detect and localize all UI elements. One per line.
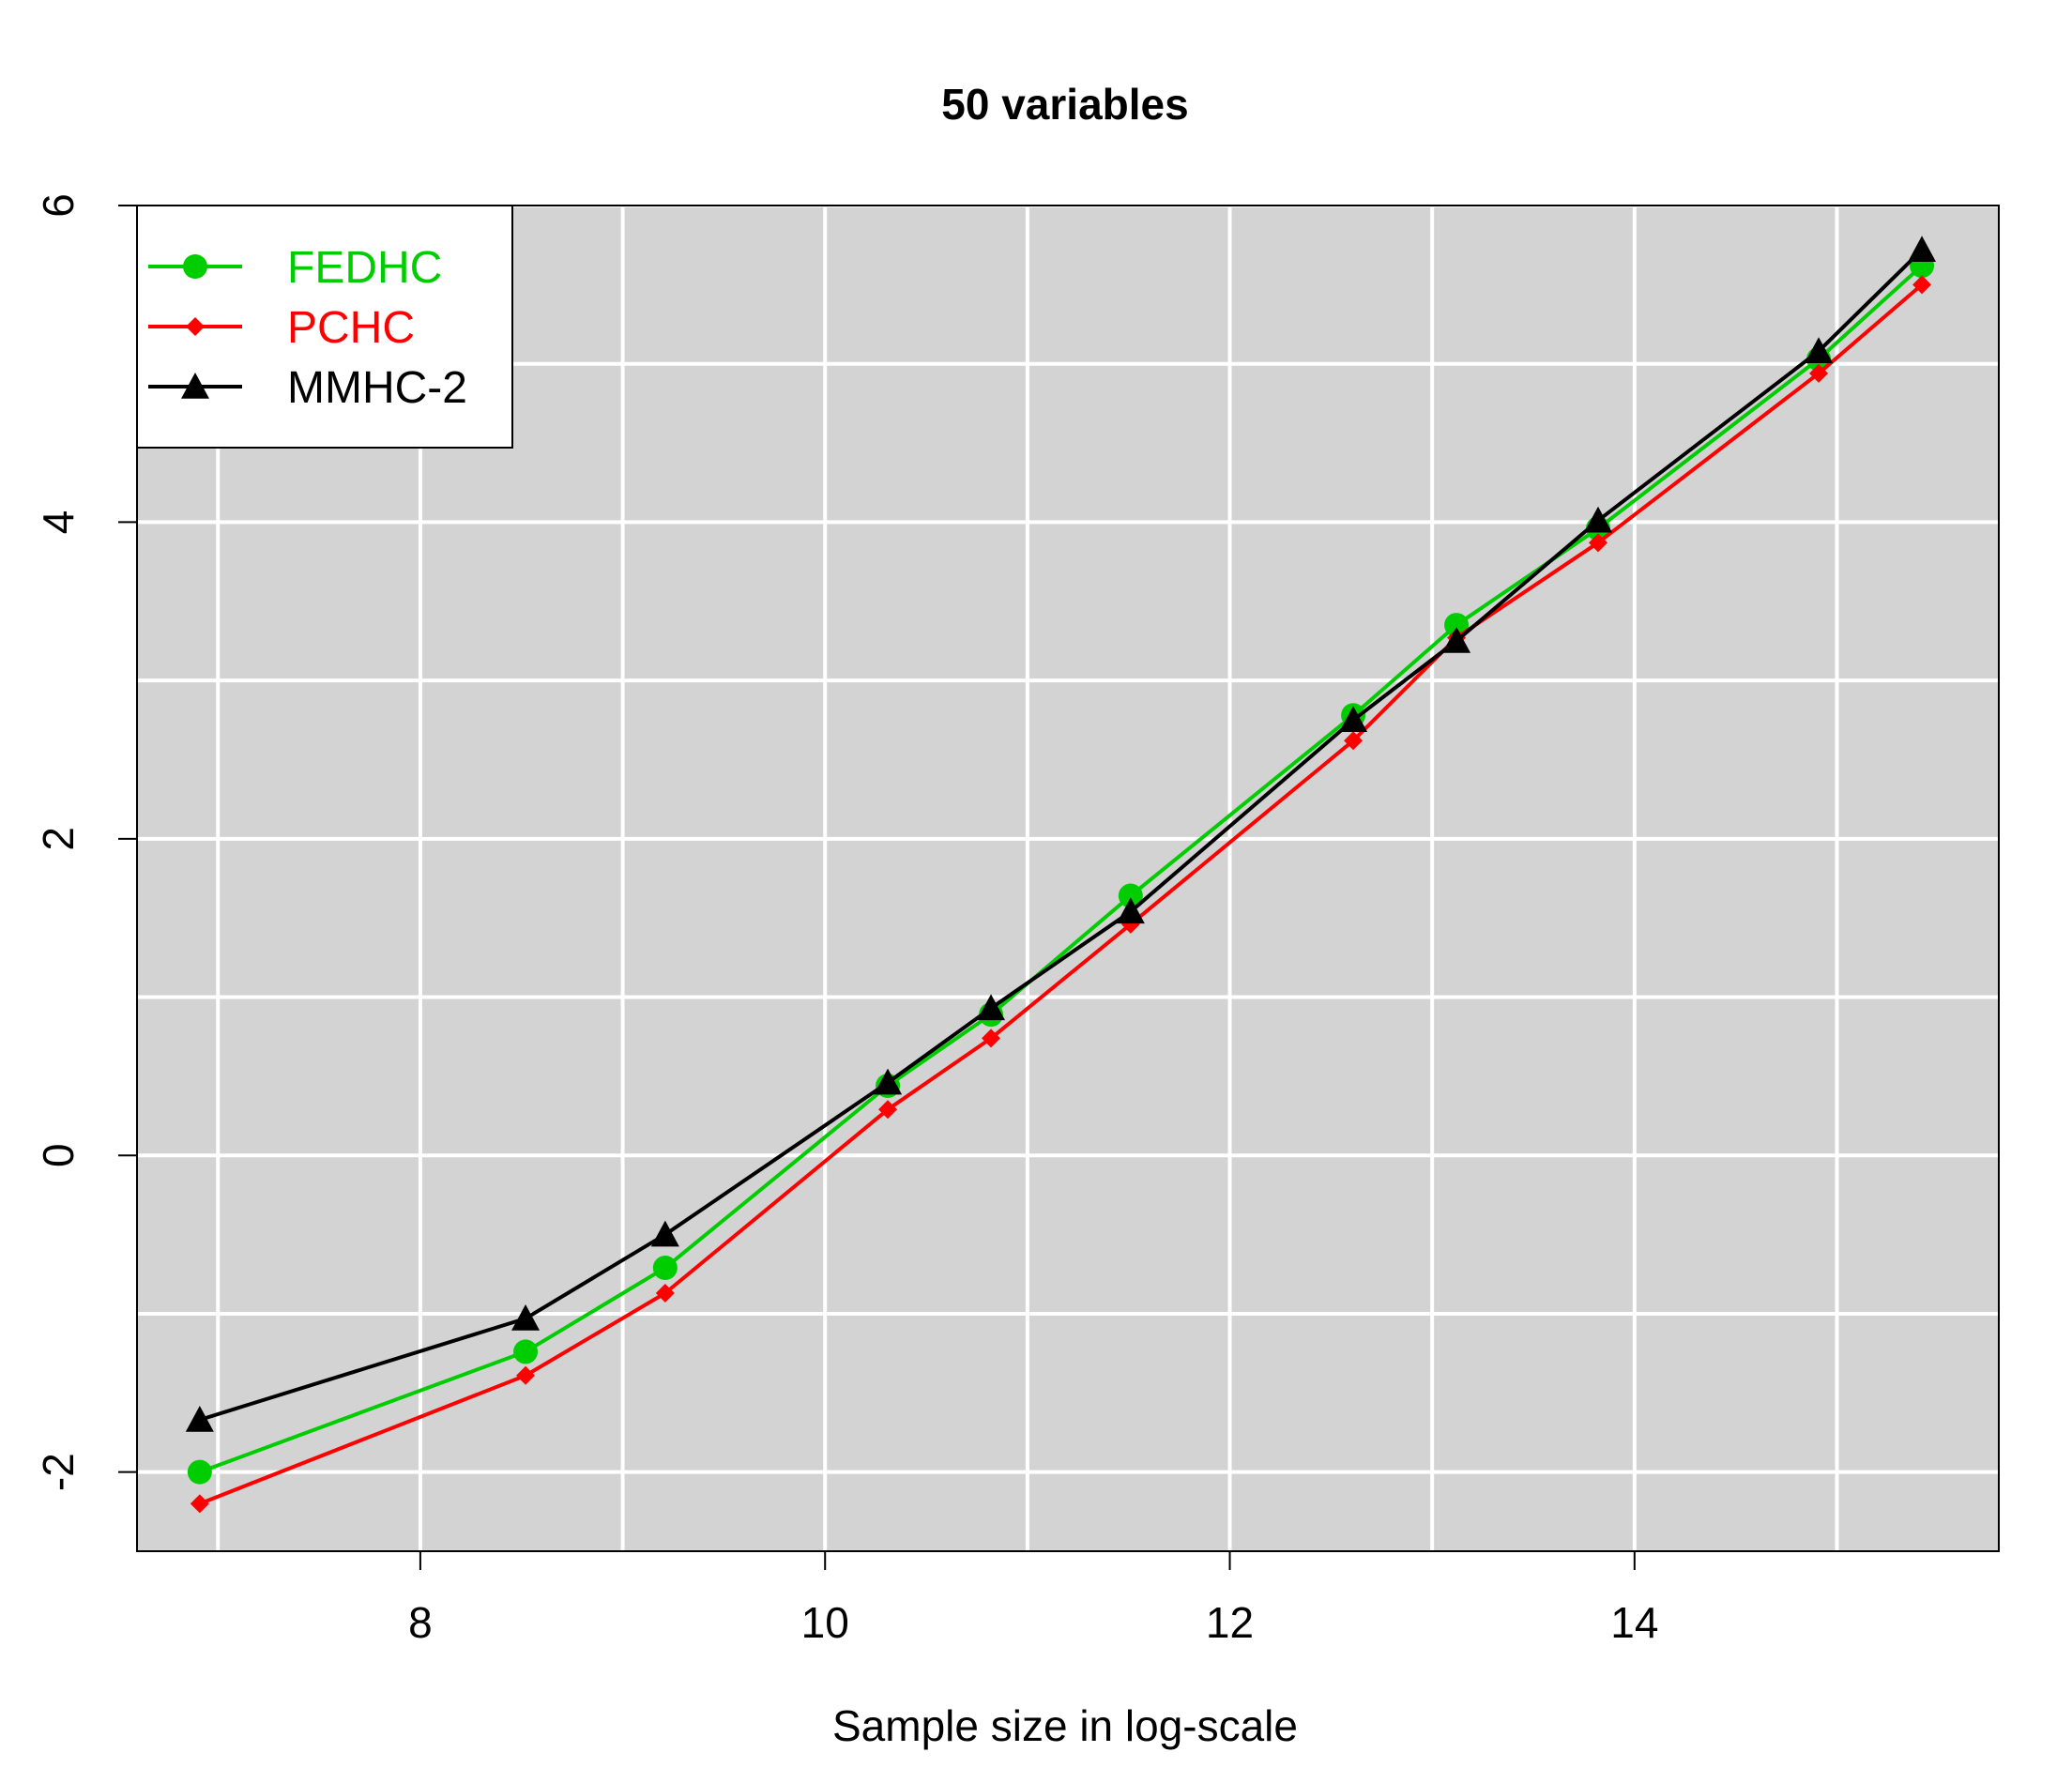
data-point-mmhc-2 [511,1304,541,1331]
data-point-pchc [190,1494,209,1514]
legend-label-mmhc-2: MMHC-2 [287,363,467,413]
data-point-fedhc [187,1459,212,1485]
data-point-pchc [1344,731,1364,751]
grid [137,204,1999,1551]
data-point-mmhc-2 [1908,236,1937,262]
data-point-pchc [1809,363,1829,383]
data-point-mmhc-2 [650,1220,679,1247]
data-point-mmhc-2 [1339,706,1368,733]
data-point-pchc [878,1100,898,1120]
y-tick-label: 2 [34,827,83,851]
data-point-mmhc-2 [185,1405,214,1432]
y-axis: -2 0 2 4 6 [34,193,138,1491]
data-point-fedhc [652,1256,678,1281]
x-axis-label: Sample size in log-scale [832,1701,1298,1750]
y-tick-label: 4 [34,511,83,535]
data-point-pchc [982,1029,1001,1048]
legend-marker-pchc [186,317,205,336]
x-tick-label: 8 [408,1598,433,1647]
data-point-mmhc-2 [1116,897,1145,924]
data-point-pchc [516,1365,536,1385]
chart-title: 50 variables [941,80,1188,129]
x-tick-label: 14 [1610,1598,1658,1647]
legend-marker-fedhc [183,254,207,279]
data-point-mmhc-2 [977,994,1006,1021]
x-tick-label: 10 [801,1598,849,1647]
data-point-fedhc [513,1339,539,1364]
legend: FEDHC PCHC MMHC-2 [136,205,513,449]
data-point-pchc [655,1284,675,1303]
data-point-mmhc-2 [1584,506,1613,533]
x-tick-label: 12 [1206,1598,1254,1647]
legend-marker-mmhc-2 [181,373,209,399]
series-layer [185,236,1937,1514]
data-point-mmhc-2 [1442,626,1471,653]
legend-label-fedhc: FEDHC [287,243,442,293]
data-point-pchc [1912,275,1932,295]
data-point-mmhc-2 [1805,337,1834,363]
y-tick-label: -2 [34,1453,83,1491]
y-tick-label: 6 [34,193,83,218]
data-point-fedhc [1444,613,1470,638]
x-axis: 8 10 12 14 [408,1550,1658,1647]
data-point-fedhc [1118,883,1143,908]
data-point-pchc [1589,533,1608,553]
legend-label-pchc: PCHC [287,303,415,353]
y-tick-label: 0 [34,1143,83,1167]
data-point-mmhc-2 [874,1068,903,1095]
